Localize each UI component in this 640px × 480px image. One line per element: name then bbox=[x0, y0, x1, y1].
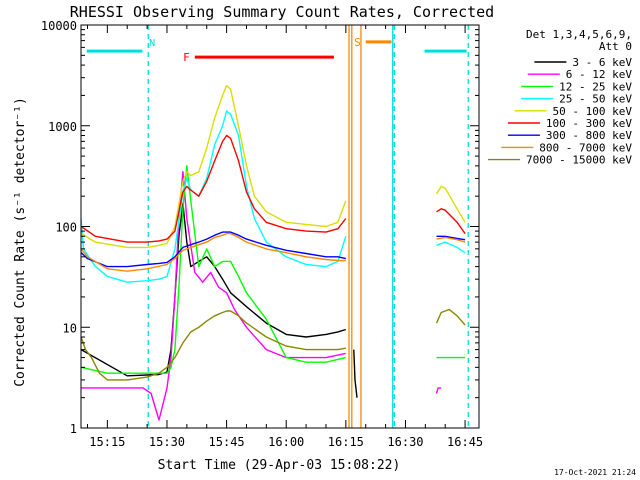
footer-timestamp: 17-Oct-2021 21:24 bbox=[554, 468, 636, 477]
series-lines bbox=[81, 84, 466, 421]
legend-label-7: 800 - 7000 keV bbox=[539, 141, 632, 154]
axes: 15:15 15:30 15:45 16:00 16:15 16:30 16:45 1 10 10… bbox=[41, 19, 483, 449]
y-tick-label-3: 1000 bbox=[48, 120, 77, 134]
series-line-4-segment-1 bbox=[435, 185, 466, 223]
x-tick-label-1: 15:30 bbox=[149, 435, 185, 449]
series-line-4-segment-0 bbox=[81, 84, 347, 249]
legend-label-4: 50 - 100 keV bbox=[553, 105, 633, 118]
x-axis-label: Start Time (29-Apr-03 15:08:22) bbox=[158, 458, 401, 473]
series-line-5-segment-0 bbox=[81, 134, 347, 243]
x-tick-label-5: 16:30 bbox=[387, 435, 423, 449]
series-line-8-segment-1 bbox=[435, 308, 466, 326]
x-tick-label-2: 15:45 bbox=[209, 435, 245, 449]
legend-label-3: 25 - 50 keV bbox=[559, 93, 632, 106]
legend-label-0: 3 - 6 keV bbox=[572, 56, 632, 69]
legend-label-8: 7000 - 15000 keV bbox=[526, 154, 632, 167]
legend-label-1: 6 - 12 keV bbox=[566, 68, 633, 81]
series-line-7-segment-1 bbox=[436, 236, 466, 243]
series-line-0-segment-1 bbox=[353, 349, 358, 398]
series-line-6-segment-0 bbox=[81, 231, 346, 268]
x-tick-label-0: 15:15 bbox=[89, 435, 125, 449]
legend-header-0: Det 1,3,4,5,6,9, bbox=[526, 28, 632, 41]
x-tick-label-4: 16:15 bbox=[328, 435, 364, 449]
annotation-0: N bbox=[149, 38, 155, 49]
series-line-1-segment-1 bbox=[435, 387, 442, 394]
legend-label-2: 12 - 25 keV bbox=[559, 80, 632, 93]
flag-label-3: S bbox=[354, 36, 361, 49]
series-line-5-segment-1 bbox=[436, 208, 466, 235]
legend-label-5: 100 - 300 keV bbox=[546, 117, 632, 130]
flag-label-2: F bbox=[183, 51, 190, 64]
flag-bars: F S N bbox=[86, 36, 467, 64]
y-axis-label: Corrected Count Rate (s⁻¹ detector⁻¹) bbox=[13, 97, 28, 387]
series-line-1-segment-0 bbox=[81, 170, 346, 421]
legend-label-6: 300 - 800 keV bbox=[546, 129, 632, 142]
series-line-3-segment-1 bbox=[436, 241, 466, 254]
series-line-8-segment-0 bbox=[81, 310, 346, 381]
series-line-7-segment-0 bbox=[81, 232, 346, 272]
y-tick-label-2: 100 bbox=[55, 221, 77, 235]
legend-header-1: Att 0 bbox=[599, 40, 632, 53]
y-tick-label-0: 1 bbox=[70, 422, 77, 436]
x-tick-label-6: 16:45 bbox=[447, 435, 483, 449]
y-tick-label-1: 10 bbox=[63, 321, 77, 335]
vertical-markers bbox=[147, 25, 469, 428]
chart-title: RHESSI Observing Summary Count Rates, Co… bbox=[70, 3, 494, 21]
series-line-2-segment-0 bbox=[81, 165, 346, 374]
x-tick-label-3: 16:00 bbox=[268, 435, 304, 449]
y-tick-label-4: 10000 bbox=[41, 19, 77, 33]
series-line-6-segment-1 bbox=[436, 235, 466, 241]
